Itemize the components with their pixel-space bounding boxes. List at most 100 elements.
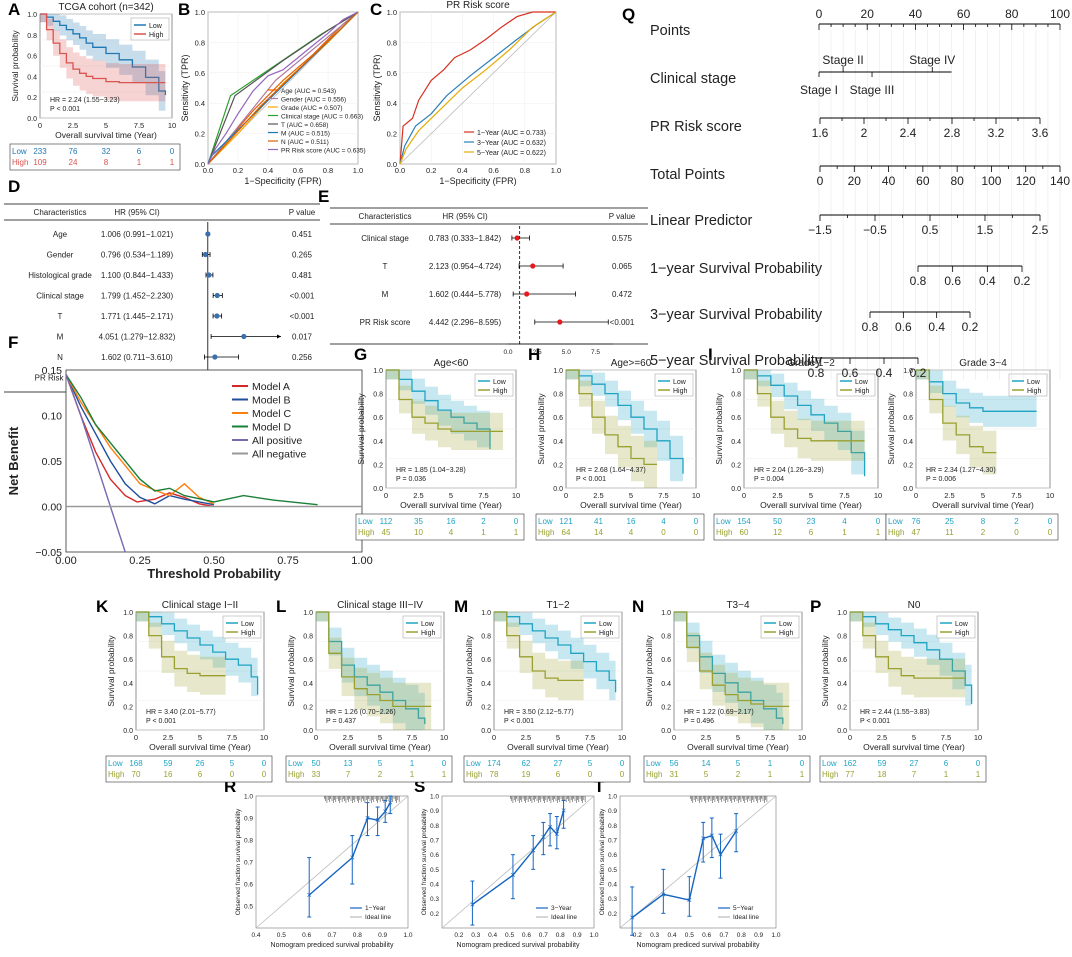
p-text: P < 0.001: [146, 718, 176, 725]
y-tick-label: 0.3: [430, 896, 439, 903]
one-year-tick-label: 0.8: [910, 274, 927, 288]
risk-cell: 1: [944, 770, 949, 779]
survival-curve-high: [494, 611, 584, 682]
x-tick-label: 7.5: [591, 349, 600, 356]
x-tick-label: 0.4: [667, 932, 676, 939]
total-points-tick-label: 140: [1050, 174, 1070, 188]
legend-label: N (AUC = 0.511): [281, 139, 329, 146]
risk-cell: 18: [878, 770, 887, 779]
survival-curve-low: [386, 369, 491, 450]
row-hr: 4.051 (1.279−12.832): [99, 333, 176, 342]
y-tick-label: 0.4: [387, 99, 397, 108]
points-tick-label: 20: [861, 7, 875, 21]
y-axis-label: Survival probability: [886, 393, 896, 465]
x-axis-label: Overall survival time (Year): [760, 500, 862, 510]
km-panel-k: 0.0 0.2 0.4 0.6 0.8 1.0 0 2.5 5 7.5 10 Overall surv…: [105, 600, 273, 783]
y-tick-label: 0.15: [42, 365, 63, 377]
risk-table-frame: [643, 755, 811, 783]
y-tick-label: 1.0: [373, 368, 383, 375]
risk-cell: 6: [809, 528, 814, 537]
row-p-value: 0.472: [612, 290, 633, 299]
risk-cell: 109: [33, 158, 47, 167]
y-tick-label: 0.2: [481, 704, 491, 711]
linear-predictor-tick-label: 1.5: [977, 223, 994, 237]
ci-arrow: [277, 334, 281, 339]
risk-cell: 0: [976, 759, 981, 768]
row-characteristic: T: [383, 262, 388, 271]
risk-cell: 45: [382, 528, 391, 537]
x-tick-label: 0.7: [719, 932, 728, 939]
y-tick-label: 0.0: [837, 728, 847, 735]
x-axis-label: Nomogram prediced survival probability: [457, 942, 580, 949]
survival-curve-high: [916, 369, 997, 454]
risk-row-label: Low: [108, 759, 123, 768]
x-tick-label: 0.4: [488, 932, 497, 939]
panel-letter-p: P: [810, 597, 821, 616]
calibration-point: ×: [734, 826, 739, 836]
confidence-band-high: [744, 370, 865, 461]
legend-label: High: [599, 630, 614, 637]
x-tick-label: 2.5: [163, 733, 173, 742]
panel-title: Clinical stage III−IV: [337, 600, 423, 611]
panel-title: T3−4: [726, 600, 750, 611]
y-axis-label: Survival probability: [536, 393, 546, 465]
legend-label: M (AUC = 0.515): [281, 131, 330, 138]
y-axis-label: Survival probability: [356, 393, 366, 465]
y-tick-label: 0.4: [373, 439, 383, 446]
x-tick-label: 5: [104, 121, 108, 130]
risk-cell: 7: [346, 770, 351, 779]
x-tick-label: 0.2: [233, 166, 243, 175]
y-tick-label: 0.8: [387, 38, 397, 47]
risk-cell: 14: [702, 759, 711, 768]
risk-score-tick-label: 1.6: [812, 126, 829, 140]
calibration-point: ×: [365, 813, 370, 823]
risk-score-tick-label: 3.6: [1032, 126, 1049, 140]
points-tick-label: 80: [1005, 7, 1019, 21]
y-tick-label: 0.4: [903, 439, 913, 446]
dca-curve: [65, 374, 126, 553]
y-tick-label: 0.6: [481, 657, 491, 664]
y-tick-label: 0.2: [430, 911, 439, 918]
risk-cell: 64: [562, 528, 571, 537]
y-tick-label: 0.4: [608, 882, 617, 889]
legend-label: Low: [493, 379, 507, 386]
x-tick-label: 0.4: [457, 166, 467, 175]
y-axis-label: Sensitivity (TPR): [372, 54, 382, 121]
y-tick-label: 0.6: [553, 415, 563, 422]
panel-letter-i: I: [708, 345, 713, 364]
risk-cell: 2: [378, 770, 383, 779]
y-tick-label: 0.0: [195, 160, 205, 169]
risk-cell: 112: [380, 517, 393, 526]
x-tick-label: 0.4: [263, 166, 273, 175]
y-tick-label: 0.5: [608, 867, 617, 874]
calibration-point: ×: [470, 900, 475, 910]
calibration-point: ×: [383, 806, 388, 816]
x-tick-label: 0.00: [55, 555, 76, 567]
y-tick-label: 0.2: [837, 704, 847, 711]
confidence-band-high: [850, 612, 966, 698]
y-tick-label: 0.6: [661, 657, 671, 664]
survival-curve-high: [850, 611, 966, 679]
risk-score-tick-label: 2: [861, 126, 868, 140]
row-hr: 0.796 (0.534−1.189): [101, 251, 174, 260]
row-p-value: 0.575: [612, 234, 633, 243]
risk-cell: 23: [807, 517, 816, 526]
x-tick-label: 2.5: [701, 733, 711, 742]
x-tick-label: 0.6: [702, 932, 711, 939]
x-axis-label: Overall survival time (Year): [507, 742, 609, 752]
p-text: P = 0.006: [926, 476, 956, 483]
panel-title: Age>=60: [611, 358, 652, 369]
x-tick-label: 0.8: [520, 166, 530, 175]
x-tick-label: 0: [564, 491, 568, 500]
x-tick-label: 7.5: [134, 121, 144, 130]
risk-cell: 0: [1048, 517, 1053, 526]
x-tick-label: 1.00: [351, 555, 372, 567]
survival-curve-high: [40, 13, 166, 84]
x-tick-label: 7.5: [765, 733, 775, 742]
x-tick-label: 0.2: [454, 932, 463, 939]
x-tick-label: 0.7: [327, 932, 336, 939]
risk-row-label: Low: [12, 147, 27, 156]
nomogram-panel-q: Points Clinical stage PR Risk score Total P…: [650, 7, 1070, 380]
points-tick-label: 100: [1050, 7, 1070, 21]
confidence-band-low: [386, 370, 490, 471]
